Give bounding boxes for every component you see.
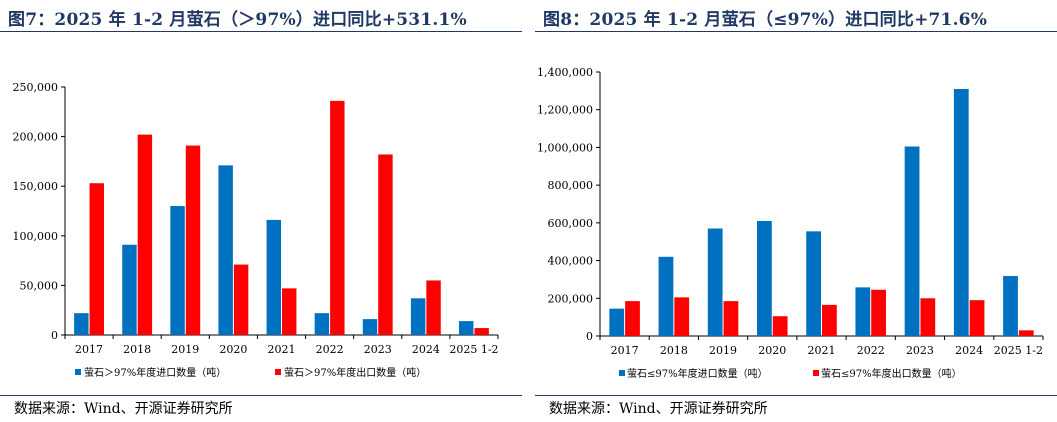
x-tick-label: 2017 (75, 343, 103, 356)
y-tick-label: 250,000 (13, 81, 59, 94)
import-bar (757, 220, 772, 336)
x-tick-label: 2021 (808, 344, 836, 357)
title-divider (535, 31, 1057, 32)
x-tick-label: 2018 (123, 343, 151, 356)
x-tick-label: 2025 1-2 (449, 343, 498, 356)
y-tick-label: 150,000 (13, 180, 59, 193)
legend-label-export: 萤石＞97%年度出口数量（吨） (284, 366, 426, 379)
source-note: 数据来源：Wind、开源证券研究所 (14, 401, 233, 417)
x-tick-label: 2022 (316, 343, 344, 356)
x-tick-label: 2017 (611, 344, 639, 357)
import-bar (609, 308, 625, 336)
y-tick-label: 800,000 (548, 179, 594, 192)
x-tick-label: 2020 (758, 344, 786, 357)
import-bar (806, 231, 821, 336)
export-bar (474, 328, 489, 335)
import-bar (1003, 276, 1018, 336)
legend-swatch-import (75, 369, 81, 375)
y-tick-label: 0 (51, 329, 58, 342)
y-tick-label: 1,000,000 (537, 141, 593, 154)
y-tick-label: 1,400,000 (537, 66, 593, 79)
y-tick-label: 200,000 (548, 292, 594, 305)
export-bar (772, 316, 788, 336)
legend-swatch-export (275, 369, 281, 375)
x-tick-label: 2021 (268, 343, 296, 356)
import-bar (314, 313, 330, 335)
x-tick-label: 2024 (412, 343, 440, 356)
import-bar (122, 244, 137, 335)
export-bar (625, 301, 640, 336)
y-tick-label: 600,000 (548, 217, 594, 230)
export-bar (378, 154, 393, 335)
import-bar (74, 313, 89, 335)
export-bar (723, 301, 739, 336)
x-tick-label: 2023 (906, 344, 934, 357)
export-bar (1018, 330, 1034, 336)
source-note: 数据来源：Wind、开源证券研究所 (549, 401, 768, 417)
export-bar (137, 134, 153, 335)
import-bar (658, 256, 674, 336)
y-tick-label: 100,000 (13, 230, 59, 243)
legend-swatch-import (619, 370, 625, 376)
import-bar (459, 321, 474, 335)
legend-label-import: 萤石≤97%年度进口数量（吨） (627, 367, 768, 380)
x-tick-label: 2024 (955, 344, 983, 357)
y-tick-label: 200,000 (13, 131, 59, 144)
import-bar (218, 165, 233, 335)
x-tick-label: 2023 (364, 343, 392, 356)
export-bar (89, 183, 104, 335)
export-bar (920, 298, 936, 336)
y-tick-label: 400,000 (548, 255, 594, 268)
import-bar (362, 319, 378, 335)
import-bar (855, 287, 871, 336)
chart-title: 图7：2025 年 1-2 月萤石（＞97%）进口同比+531.1% (8, 10, 467, 30)
export-bar (871, 289, 886, 336)
x-tick-label: 2020 (219, 343, 247, 356)
import-bar (170, 206, 185, 335)
x-tick-label: 2025 1-2 (994, 344, 1043, 357)
y-tick-label: 1,200,000 (537, 104, 593, 117)
x-tick-label: 2022 (857, 344, 885, 357)
chart-title: 图8：2025 年 1-2 月萤石（≤97%）进口同比+71.6% (543, 10, 988, 30)
y-tick-label: 0 (586, 330, 593, 343)
export-bar (969, 300, 985, 336)
source-divider (0, 395, 522, 396)
legend-label-export: 萤石≤97%年度出口数量（吨） (821, 367, 962, 380)
export-bar (822, 304, 837, 336)
import-bar (266, 219, 281, 335)
import-bar (904, 146, 920, 336)
source-divider (535, 395, 1057, 396)
import-bar (953, 88, 969, 336)
bar-chart-high-grade: 0 50,000 100,000 150,000 200,000 250,000 2017 2… (13, 81, 499, 379)
bar-chart-low-grade: 0 200,000 400,000 600,000 800,000 1,000,000 1,… (537, 66, 1044, 380)
import-bar (410, 298, 426, 335)
export-bar (426, 280, 441, 335)
y-tick-label: 50,000 (20, 279, 59, 292)
x-tick-label: 2019 (171, 343, 199, 356)
export-bar (233, 264, 249, 335)
export-bar (185, 145, 201, 335)
title-divider (0, 31, 522, 32)
export-bar (282, 288, 297, 335)
legend-swatch-export (813, 370, 819, 376)
import-bar (707, 228, 723, 336)
legend-label-import: 萤石＞97%年度进口数量（吨） (84, 366, 226, 379)
export-bar (674, 297, 690, 336)
export-bar (330, 100, 345, 335)
x-tick-label: 2019 (709, 344, 737, 357)
x-tick-label: 2018 (660, 344, 688, 357)
